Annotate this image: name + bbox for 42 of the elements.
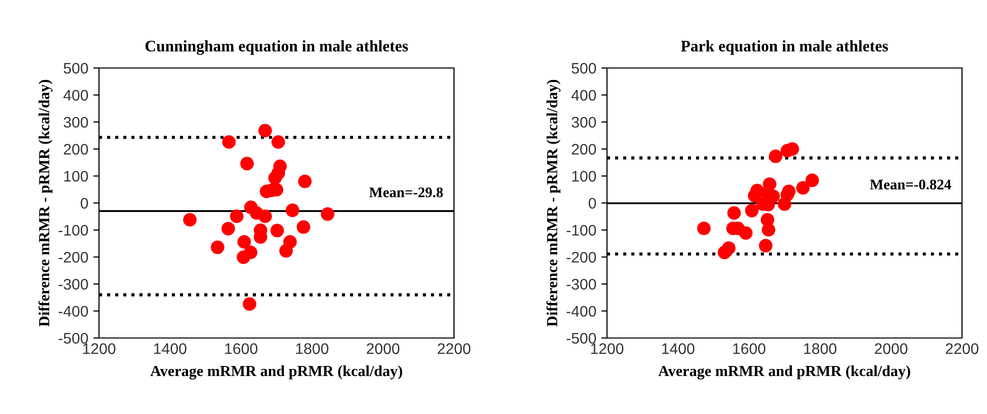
- x-tick-label: 1400: [154, 343, 186, 354]
- y-tick-label: -500: [566, 332, 596, 344]
- y-tick-label: 100: [64, 170, 88, 182]
- chart-title: Park equation in male athletes: [680, 40, 888, 55]
- y-tick-label: 400: [63, 90, 88, 101]
- x-tick-label: 2200: [438, 343, 470, 354]
- x-axis-title: Average mRMR and pRMR (kcal/day): [658, 365, 910, 380]
- y-tick-label: 0: [80, 198, 88, 209]
- ref-line-label: Mean=-29.8: [369, 187, 443, 198]
- y-tick-label: -200: [58, 252, 88, 263]
- x-tick-label: 1600: [225, 343, 258, 354]
- x-axis-title: Average mRMR and pRMR (kcal/day): [150, 365, 402, 380]
- y-tick-label: 200: [64, 144, 88, 155]
- x-tick-label: 2200: [946, 343, 978, 354]
- y-tick-label: -200: [566, 252, 596, 263]
- y-tick-label: -500: [58, 332, 88, 344]
- y-tick-label: 0: [588, 198, 596, 209]
- y-tick-label: 400: [571, 90, 596, 101]
- y-tick-label: 100: [572, 170, 596, 182]
- x-tick-label: 1800: [804, 343, 836, 354]
- y-tick-label: -400: [566, 306, 596, 317]
- x-tick-label: 1200: [591, 343, 624, 354]
- y-tick-label: 200: [572, 144, 596, 155]
- y-tick-label: -300: [566, 278, 596, 290]
- ref-line-label: Mean=-0.824: [870, 180, 952, 190]
- x-tick-label: 1200: [83, 343, 116, 354]
- y-tick-label: -100: [566, 224, 596, 236]
- y-tick-label: 300: [64, 116, 88, 128]
- x-tick-label: 1800: [296, 343, 328, 354]
- y-tick-label: -400: [58, 306, 88, 317]
- y-tick-label: 300: [572, 116, 596, 128]
- x-tick-label: 2000: [874, 343, 908, 354]
- y-tick-label: -300: [58, 278, 88, 290]
- y-tick-label: 500: [64, 62, 88, 74]
- x-tick-label: 2000: [366, 343, 400, 354]
- y-tick-label: -100: [58, 224, 88, 236]
- y-tick-label: 500: [572, 62, 596, 74]
- y-axis-title: Difference mRMR - pRMR (kcal/day): [546, 80, 560, 326]
- x-tick-label: 1600: [733, 343, 766, 354]
- x-tick-label: 1400: [662, 343, 694, 354]
- chart-title: Cunningham equation in male athletes: [145, 40, 408, 55]
- y-axis-title: Difference mRMR - pRMR (kcal/day): [38, 80, 52, 326]
